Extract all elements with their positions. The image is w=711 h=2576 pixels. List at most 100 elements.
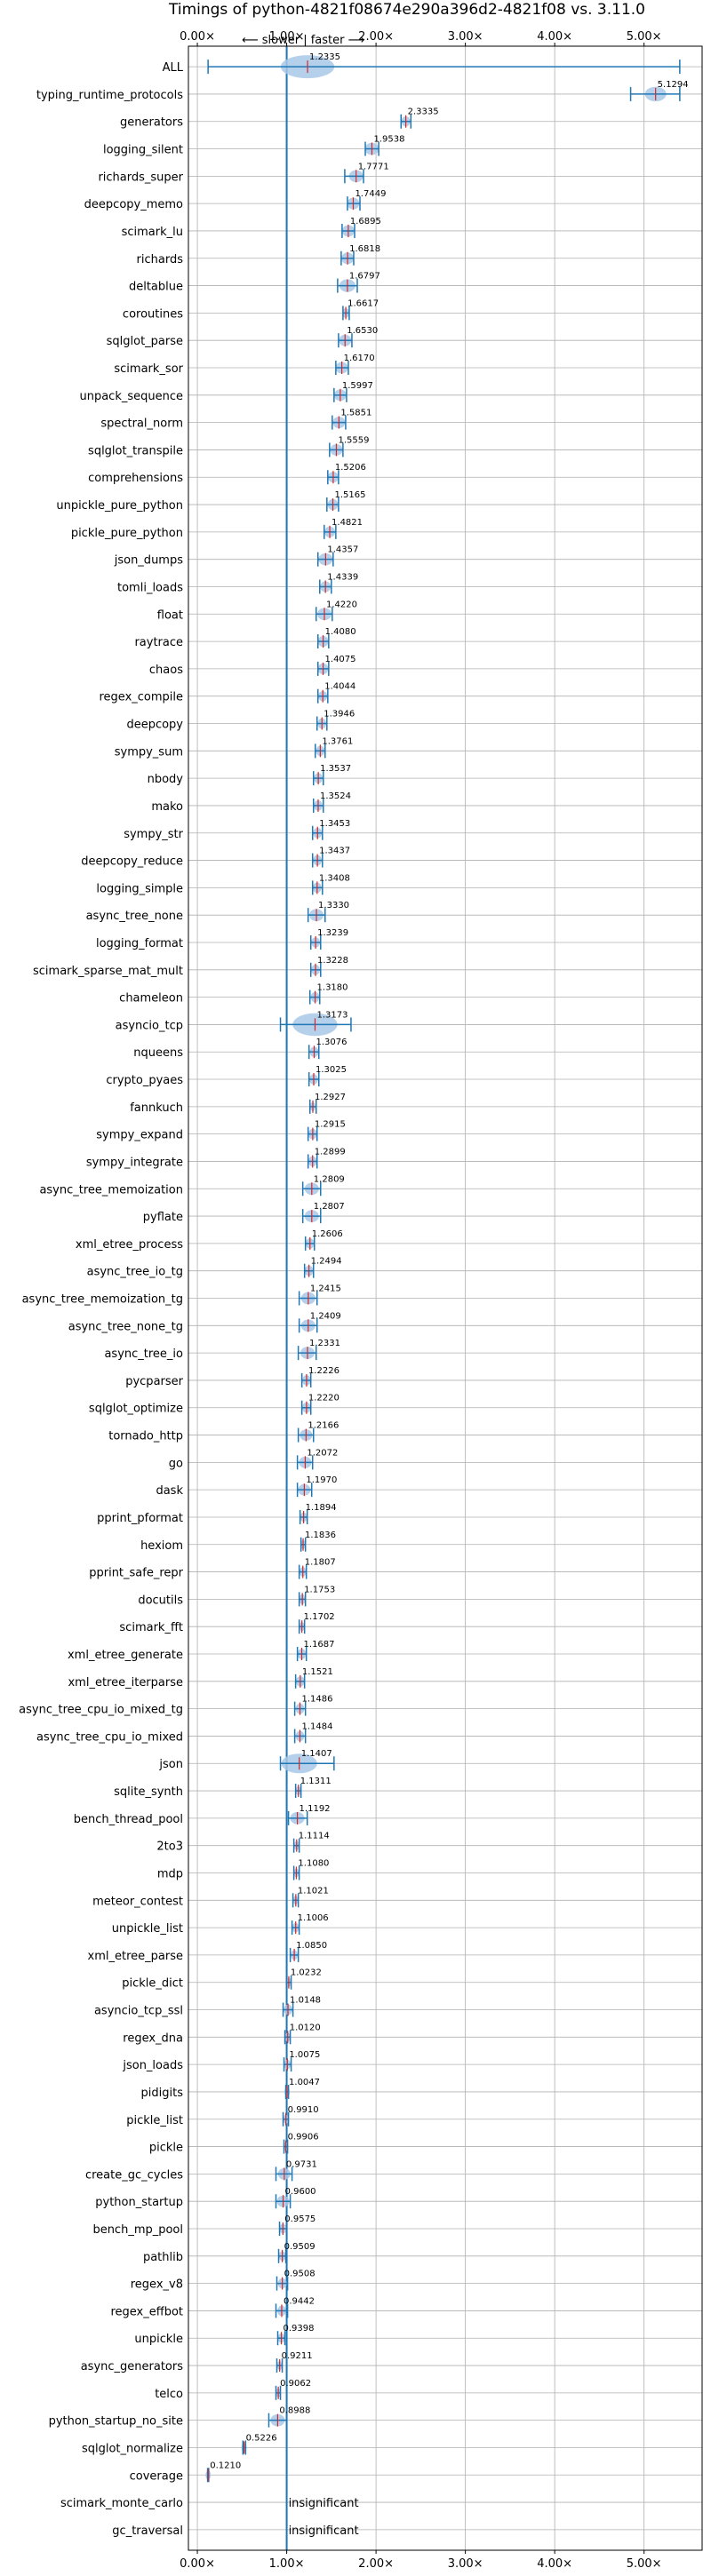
direction-note: ⟵ slower | faster ⟶ — [242, 34, 364, 47]
benchmark-label: sqlglot_optimize — [89, 1403, 183, 1416]
value-label: 1.5851 — [340, 409, 371, 418]
benchmark-label: fannkuch — [130, 1101, 183, 1115]
value-label: 1.0075 — [289, 2050, 320, 2060]
benchmark-label: go — [169, 1457, 183, 1470]
benchmark-label: pickle — [149, 2142, 183, 2155]
benchmark-label: chameleon — [119, 992, 183, 1006]
benchmark-label: json_loads — [122, 2059, 183, 2072]
plot-frame — [188, 45, 703, 2551]
value-label: 1.3437 — [319, 847, 350, 856]
benchmark-label: async_generators — [81, 2360, 184, 2373]
value-label: 1.1521 — [302, 1667, 333, 1677]
value-label: 1.1894 — [306, 1503, 337, 1513]
x-tick-label-top: 4.00× — [537, 30, 572, 44]
value-label: 1.1807 — [305, 1558, 336, 1568]
value-label: 5.1294 — [658, 80, 689, 90]
value-label: 1.0120 — [290, 2023, 321, 2032]
benchmark-label: nbody — [148, 773, 184, 786]
benchmark-label: pickle_pure_python — [71, 527, 183, 540]
value-label: 1.3330 — [318, 901, 349, 910]
benchmark-label: sympy_expand — [96, 1129, 183, 1142]
benchmark-label: mdp — [157, 1867, 183, 1880]
benchmark-label: richards_super — [98, 171, 183, 184]
benchmark-label: richards — [137, 253, 184, 266]
value-label: 1.3537 — [320, 764, 351, 774]
benchmark-label: xml_etree_process — [76, 1238, 183, 1252]
benchmark-label: sympy_integrate — [86, 1156, 183, 1169]
value-label: 1.1702 — [304, 1612, 335, 1622]
value-label: 1.4220 — [326, 600, 357, 609]
value-label: 1.6818 — [349, 244, 380, 254]
value-label: 1.2226 — [308, 1366, 340, 1376]
value-label: 1.1970 — [306, 1475, 337, 1485]
benchmark-label: sympy_sum — [115, 745, 183, 759]
benchmark-rows: ALL 1.2335 typing_runtime_protocols 5.1294 g… — [19, 52, 689, 2538]
benchmark-label: json — [158, 1758, 183, 1771]
value-label: 0.9398 — [284, 2324, 315, 2334]
value-label: 1.5997 — [342, 381, 373, 391]
value-label: 1.3946 — [324, 710, 355, 720]
value-label: 1.1080 — [298, 1858, 329, 1868]
benchmark-label: float — [157, 608, 183, 622]
benchmark-label: pprint_pformat — [97, 1512, 183, 1525]
benchmark-label: typing_runtime_protocols — [36, 89, 183, 102]
benchmark-label: scimark_sor — [114, 362, 183, 376]
benchmark-label: sqlglot_transpile — [88, 444, 183, 457]
benchmark-label: python_startup — [95, 2196, 183, 2209]
value-label: 1.3173 — [316, 1010, 348, 1020]
value-label: 1.4339 — [327, 572, 358, 582]
insignificant-label: insignificant — [289, 2524, 359, 2538]
benchmark-label: xml_etree_iterparse — [68, 1676, 183, 1690]
benchmark-label: unpickle_pure_python — [56, 499, 183, 513]
benchmark-label: async_tree_none_tg — [68, 1320, 183, 1333]
value-label: 1.2494 — [311, 1257, 342, 1267]
benchmark-label: generators — [120, 116, 183, 130]
value-label: 1.0047 — [289, 2078, 320, 2087]
value-label: 1.4821 — [332, 518, 363, 528]
value-label: 1.3453 — [319, 819, 350, 829]
value-label: 1.3524 — [320, 791, 351, 801]
benchmark-label: async_tree_io_tg — [87, 1266, 183, 1279]
benchmark-label: nqueens — [133, 1046, 183, 1060]
value-label: 1.1021 — [298, 1886, 329, 1896]
benchmark-label: pickle_dict — [122, 1977, 183, 1991]
benchmark-label: bench_thread_pool — [74, 1813, 183, 1826]
benchmark-label: deepcopy — [126, 719, 183, 732]
benchmark-label: python_startup_no_site — [49, 2415, 183, 2429]
benchmark-label: async_tree_cpu_io_mixed — [36, 1730, 183, 1744]
benchmark-label: xml_etree_generate — [68, 1649, 183, 1662]
benchmark-label: unpickle_list — [112, 1922, 183, 1936]
x-tick-label-top: 2.00× — [358, 30, 394, 44]
value-label: 1.2807 — [314, 1202, 345, 1212]
value-label: 0.9211 — [282, 2351, 313, 2361]
value-label: 1.6895 — [350, 217, 381, 227]
value-label: 1.2927 — [315, 1093, 346, 1102]
value-label: 0.9442 — [284, 2296, 315, 2306]
value-label: 1.2606 — [312, 1229, 343, 1239]
value-label: 0.9509 — [284, 2242, 316, 2252]
benchmark-label: sqlglot_normalize — [82, 2442, 183, 2455]
value-label: 1.5206 — [335, 463, 366, 473]
value-label: 2.3335 — [408, 107, 439, 117]
benchmark-label: sqlite_synth — [114, 1785, 183, 1799]
benchmark-label: tomli_loads — [117, 581, 183, 594]
benchmark-label: dask — [156, 1484, 183, 1498]
value-label: 1.1114 — [299, 1832, 330, 1841]
value-label: 1.6170 — [344, 354, 375, 363]
x-tick-label-bottom: 1.00× — [269, 2557, 305, 2571]
benchmark-label: async_tree_memoization_tg — [22, 1293, 183, 1307]
benchmark-label: pickle_list — [126, 2114, 183, 2127]
value-label: 1.6617 — [348, 298, 379, 308]
benchmark-label: regex_effbot — [110, 2305, 183, 2318]
benchmark-label: meteor_contest — [92, 1895, 183, 1908]
value-label: 1.6530 — [347, 326, 378, 336]
value-label: 1.2415 — [310, 1284, 341, 1294]
chart-title: Timings of python-4821f08674e290a396d2-4… — [168, 1, 645, 19]
benchmark-label: async_tree_io — [104, 1348, 183, 1361]
value-label: 0.9906 — [288, 2133, 319, 2143]
value-label: 0.9910 — [288, 2105, 319, 2115]
value-label: 1.3761 — [322, 736, 353, 746]
value-label: 1.2072 — [307, 1448, 338, 1458]
benchmark-label: regex_v8 — [131, 2278, 183, 2292]
